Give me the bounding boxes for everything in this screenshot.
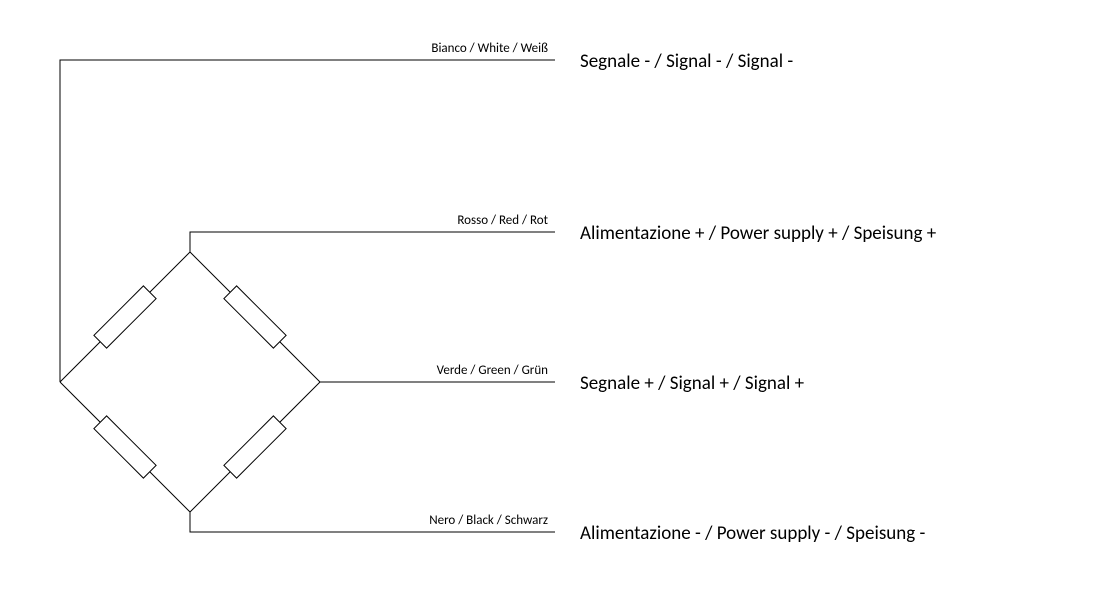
wire-color-label-black: Nero / Black / Schwarz xyxy=(429,513,548,528)
resistor-top-left xyxy=(94,286,156,348)
wire-description-green: Segnale + / Signal + / Signal + xyxy=(580,372,804,395)
wire-description-black: Alimentazione - / Power supply - / Speis… xyxy=(580,522,925,545)
wire-description-red: Alimentazione + / Power supply + / Speis… xyxy=(580,222,936,245)
wiring-diagram-svg xyxy=(0,0,1100,600)
wire-color-label-white: Bianco / White / Weiß xyxy=(431,41,548,56)
resistor-bottom-left xyxy=(94,416,156,478)
wire-description-white: Segnale - / Signal - / Signal - xyxy=(580,50,793,73)
wire-color-label-green: Verde / Green / Grün xyxy=(437,363,548,378)
wire-color-label-red: Rosso / Red / Rot xyxy=(457,213,548,228)
resistor-top-right xyxy=(224,286,286,348)
resistor-bottom-right xyxy=(224,416,286,478)
wire-red xyxy=(190,232,555,252)
